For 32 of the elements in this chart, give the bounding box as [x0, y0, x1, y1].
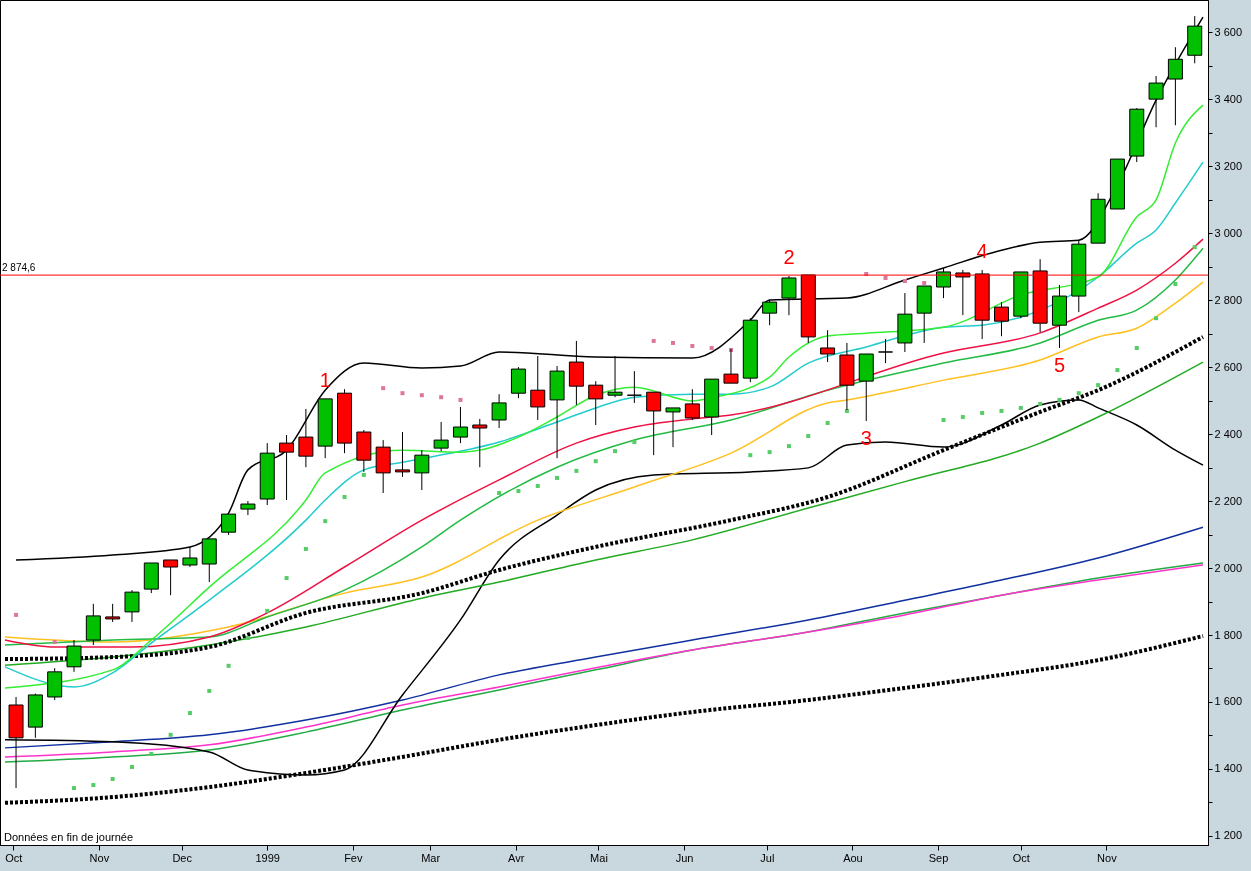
y-tick-label: 2 200: [1214, 494, 1243, 507]
x-tick-label: Aou: [843, 851, 863, 864]
ref-line-label: 2 874,6: [2, 262, 36, 274]
x-tick-label: Nov: [1097, 851, 1118, 864]
x-tick-label: 1999: [255, 851, 280, 864]
y-tick-label: 3 400: [1214, 92, 1243, 105]
x-tick-label: Oct: [1012, 851, 1030, 864]
x-tick-label: Nov: [89, 851, 110, 864]
x-tick-label: Dec: [172, 851, 193, 864]
y-tick-label: 2 800: [1214, 293, 1243, 306]
y-tick-label: 3 600: [1214, 25, 1243, 38]
x-tick-label: Oct: [5, 851, 23, 864]
y-tick-label: 1 800: [1214, 628, 1243, 641]
annotation: 5: [1053, 353, 1066, 376]
x-tick-label: Fev: [344, 851, 363, 864]
y-tick-label: 1 200: [1214, 829, 1243, 842]
x-tick-label: Mai: [590, 851, 608, 864]
x-tick-label: Mar: [421, 851, 441, 864]
y-tick-label: 1 600: [1214, 695, 1243, 708]
y-tick-label: 3 000: [1214, 226, 1243, 239]
x-tick-label: Sep: [928, 851, 949, 864]
x-tick-label: Avr: [508, 851, 525, 864]
y-tick-label: 3 200: [1214, 159, 1243, 172]
y-tick-label: 2 400: [1214, 427, 1243, 440]
x-tick-label: Jul: [760, 851, 775, 864]
annotation: 1: [319, 368, 331, 391]
x-tick-label: Jun: [675, 851, 694, 864]
annotation: 2: [783, 245, 795, 268]
y-tick-label: 2 000: [1214, 561, 1243, 574]
annotation: Données en fin de journée: [4, 831, 134, 843]
y-tick-label: 1 400: [1214, 762, 1243, 775]
y-tick-label: 2 600: [1214, 360, 1243, 373]
